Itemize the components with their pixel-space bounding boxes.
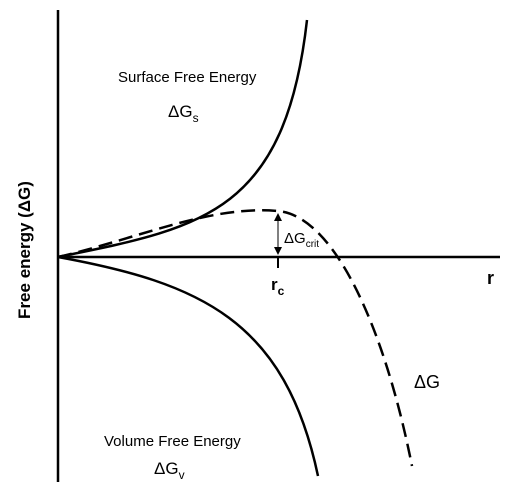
symbol: ΔG xyxy=(154,459,179,478)
subscript: s xyxy=(193,111,199,125)
symbol: ΔG xyxy=(168,102,193,121)
symbol: r xyxy=(271,275,278,294)
total-label: ΔG xyxy=(414,372,440,392)
volume-symbol: ΔGv xyxy=(154,459,185,482)
volume-curve xyxy=(57,255,320,477)
subscript: c xyxy=(278,284,285,298)
subscript: crit xyxy=(306,239,320,250)
critical-radius: rc xyxy=(271,275,285,298)
subscript: v xyxy=(179,468,185,482)
volume-label: Volume Free Energy xyxy=(104,433,241,450)
symbol: ΔG xyxy=(284,230,306,247)
x-axis-label: r xyxy=(487,268,494,288)
surface-label: Surface Free Energy xyxy=(118,69,257,86)
surface-symbol: ΔGs xyxy=(168,102,199,125)
surface-curve xyxy=(57,19,309,259)
critical-symbol: ΔGcrit xyxy=(284,230,319,250)
total-curve xyxy=(57,209,414,467)
y-axis-label: Free energy (ΔG) xyxy=(15,181,34,319)
